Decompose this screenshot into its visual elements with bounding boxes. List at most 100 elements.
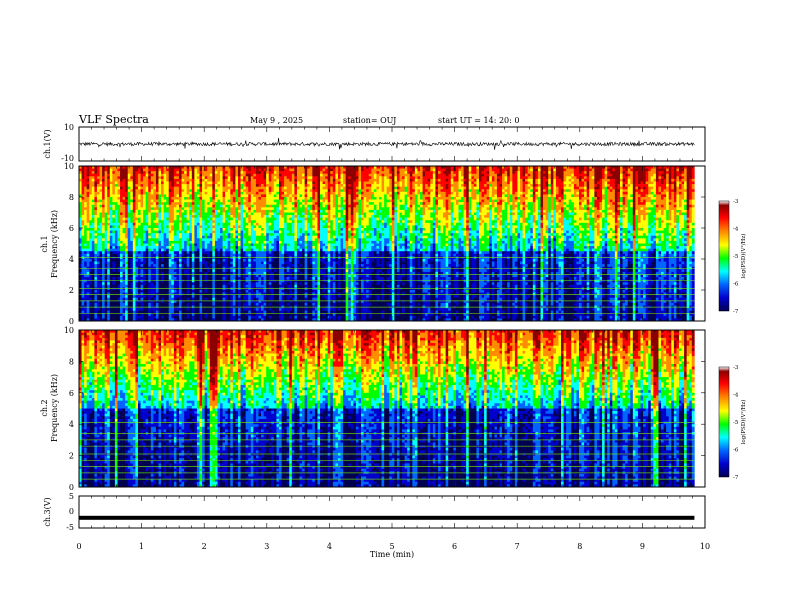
spectrogram-cell bbox=[420, 205, 423, 208]
spectrogram-cell bbox=[205, 184, 208, 187]
spectrogram-cell bbox=[589, 189, 592, 192]
spectrogram-cell bbox=[664, 200, 667, 203]
spectrogram-cell bbox=[515, 194, 518, 197]
spectrogram-cell bbox=[641, 189, 644, 192]
spectrogram-cell bbox=[212, 176, 215, 179]
spectrogram-cell bbox=[682, 179, 685, 182]
spectrogram-cell bbox=[92, 213, 95, 216]
spectrogram-cell bbox=[438, 179, 441, 182]
spectrogram-cell bbox=[612, 200, 615, 203]
spectrogram-cell bbox=[107, 184, 110, 187]
spectrogram-cell bbox=[253, 197, 256, 200]
spectrogram-cell bbox=[628, 215, 631, 218]
spectrogram-cell bbox=[246, 207, 249, 210]
spectrogram-cell bbox=[151, 200, 154, 203]
spectrogram-cell bbox=[543, 213, 546, 216]
spectrogram-cell bbox=[546, 197, 549, 200]
spectrogram-cell bbox=[538, 182, 541, 185]
spectrogram-cell bbox=[179, 194, 182, 197]
spectrogram-cell bbox=[656, 179, 659, 182]
spectrogram-cell bbox=[441, 205, 444, 208]
spectrogram-cell bbox=[602, 174, 605, 177]
spectrogram-cell bbox=[341, 182, 344, 185]
spectrogram-cell bbox=[287, 207, 290, 210]
spectrogram-cell bbox=[253, 200, 256, 203]
spectrogram-cell bbox=[146, 192, 149, 195]
spectrogram-cell bbox=[151, 205, 154, 208]
spectrogram-cell bbox=[443, 197, 446, 200]
spectrogram-cell bbox=[474, 189, 477, 192]
spectrogram-cell bbox=[120, 187, 123, 190]
spectrogram-cell bbox=[415, 207, 418, 210]
spectrogram-cell bbox=[533, 176, 536, 179]
spectrogram-cell bbox=[428, 174, 431, 177]
spectrogram-cell bbox=[456, 205, 459, 208]
spectrogram-cell bbox=[615, 176, 618, 179]
spectrogram-cell bbox=[525, 171, 528, 174]
spectrogram-cell bbox=[458, 213, 461, 216]
spectrogram-cell bbox=[602, 202, 605, 205]
spectrogram-cell bbox=[325, 179, 328, 182]
spectrogram-cell bbox=[576, 179, 579, 182]
spectrogram-cell bbox=[335, 179, 338, 182]
spectrogram-cell bbox=[289, 210, 292, 213]
spectrogram-cell bbox=[225, 207, 228, 210]
spectrogram-cell bbox=[220, 184, 223, 187]
spectrogram-cell bbox=[612, 213, 615, 216]
spectrogram-cell bbox=[553, 207, 556, 210]
spectrogram-cell bbox=[615, 182, 618, 185]
spectrogram-cell bbox=[625, 169, 628, 172]
spectrogram-cell bbox=[217, 200, 220, 203]
spectrogram-cell bbox=[335, 200, 338, 203]
spectrogram-cell bbox=[105, 210, 108, 213]
spectrogram-cell bbox=[412, 197, 415, 200]
spectrogram-cell bbox=[576, 169, 579, 172]
spectrogram-cell bbox=[146, 182, 149, 185]
spectrogram-cell bbox=[412, 174, 415, 177]
spectrogram-cell bbox=[515, 213, 518, 216]
spectrogram-cell bbox=[579, 213, 582, 216]
spectrogram-cell bbox=[264, 176, 267, 179]
spectrogram-cell bbox=[556, 189, 559, 192]
spectrogram-cell bbox=[492, 197, 495, 200]
spectrogram-cell bbox=[684, 205, 687, 208]
spectrogram-cell bbox=[592, 184, 595, 187]
spectrogram-cell bbox=[202, 200, 205, 203]
spectrogram-cell bbox=[507, 174, 510, 177]
spectrogram-cell bbox=[438, 197, 441, 200]
spectrogram-cell bbox=[356, 207, 359, 210]
spectrogram-cell bbox=[161, 215, 164, 218]
spectrogram-cell bbox=[574, 179, 577, 182]
spectrogram-cell bbox=[497, 207, 500, 210]
spectrogram-cell bbox=[641, 192, 644, 195]
spectrogram-cell bbox=[315, 179, 318, 182]
spectrogram-cell bbox=[338, 187, 341, 190]
spectrogram-cell bbox=[379, 197, 382, 200]
spectrogram-cell bbox=[287, 197, 290, 200]
spectrogram-cell bbox=[643, 210, 646, 213]
spectrogram-cell bbox=[341, 184, 344, 187]
spectrogram-cell bbox=[576, 184, 579, 187]
spectrogram-cell bbox=[599, 202, 602, 205]
spectrogram-cell bbox=[471, 205, 474, 208]
spectrogram-cell bbox=[471, 169, 474, 172]
spectrogram-cell bbox=[300, 189, 303, 192]
spectrogram-cell bbox=[497, 189, 500, 192]
spectrogram-cell bbox=[643, 179, 646, 182]
spectrogram-cell bbox=[384, 200, 387, 203]
spectrogram-cell bbox=[264, 184, 267, 187]
spectrogram-cell bbox=[412, 192, 415, 195]
spectrogram-cell bbox=[415, 194, 418, 197]
spectrogram-cell bbox=[487, 207, 490, 210]
spectrogram-cell bbox=[317, 194, 320, 197]
spectrogram-cell bbox=[523, 171, 526, 174]
spectrogram-cell bbox=[164, 218, 167, 221]
spectrogram-cell bbox=[646, 205, 649, 208]
spectrogram-cell bbox=[661, 210, 664, 213]
spectrogram-cell bbox=[176, 187, 179, 190]
spectrogram-cell bbox=[292, 205, 295, 208]
spectrogram-cell bbox=[189, 202, 192, 205]
spectrogram-cell bbox=[120, 218, 123, 221]
spectrogram-cell bbox=[689, 205, 692, 208]
spectrogram-cell bbox=[320, 197, 323, 200]
